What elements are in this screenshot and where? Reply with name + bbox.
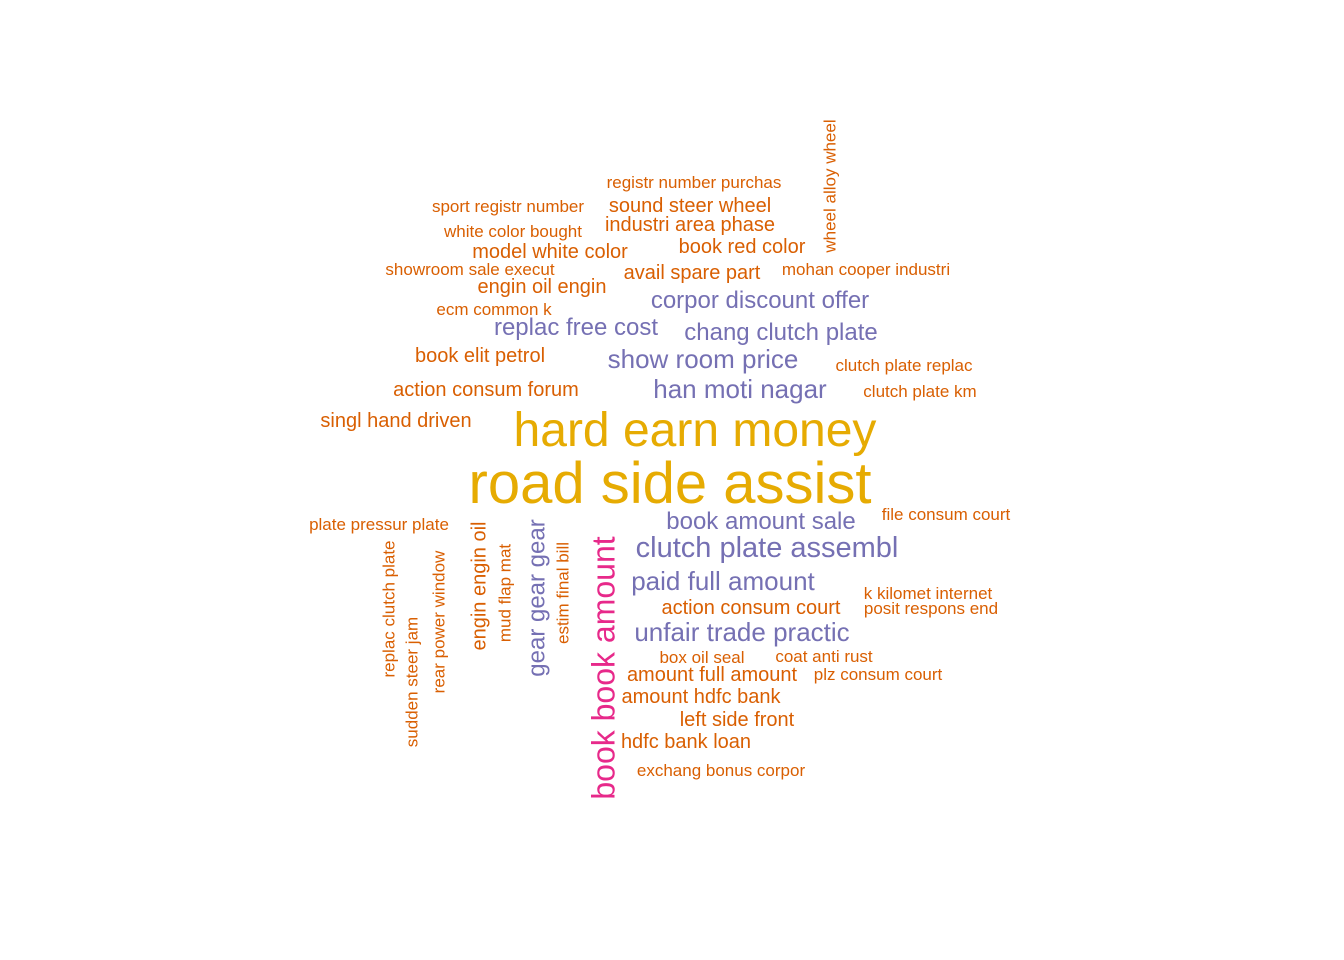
- word-file-consum-court: file consum court: [882, 505, 1011, 524]
- word-book-amount-sale: book amount sale: [666, 508, 855, 535]
- word-ecm-common-k: ecm common k: [436, 300, 552, 319]
- word-clutch-plate-km: clutch plate km: [863, 382, 976, 401]
- word-clutch-plate-assembl: clutch plate assembl: [636, 532, 899, 564]
- word-hdfc-bank-loan: hdfc bank loan: [621, 731, 751, 753]
- word-amount-full-amount: amount full amount: [627, 664, 798, 686]
- word-han-moti-nagar: han moti nagar: [653, 374, 827, 404]
- word-replac-free-cost: replac free cost: [494, 314, 658, 341]
- word-road-side-assist: road side assist: [469, 451, 872, 516]
- word-replac-clutch-plate: replac clutch plate: [379, 540, 398, 677]
- word-action-consum-court: action consum court: [662, 597, 841, 619]
- word-rear-power-window: rear power window: [429, 550, 448, 693]
- word-gear-gear-gear: gear gear gear: [523, 519, 550, 676]
- word-wheel-alloy-wheel: wheel alloy wheel: [820, 119, 839, 253]
- word-coat-anti-rust: coat anti rust: [775, 647, 873, 666]
- word-posit-respons-end: posit respons end: [864, 599, 998, 618]
- word-amount-hdfc-bank: amount hdfc bank: [622, 686, 782, 708]
- word-book-book-amount: book book amount: [585, 536, 621, 799]
- word-plate-pressur-plate: plate pressur plate: [309, 515, 449, 534]
- word-box-oil-seal: box oil seal: [659, 648, 744, 667]
- word-singl-hand-driven: singl hand driven: [320, 410, 471, 432]
- word-engin-oil-engin: engin oil engin: [478, 276, 607, 298]
- word-avail-spare-part: avail spare part: [624, 262, 761, 284]
- word-model-white-color: model white color: [472, 241, 628, 263]
- word-showroom-sale-execut: showroom sale execut: [385, 260, 554, 279]
- word-exchang-bonus-corpor: exchang bonus corpor: [637, 761, 806, 780]
- word-action-consum-forum: action consum forum: [393, 379, 579, 401]
- word-paid-full-amount: paid full amount: [631, 566, 815, 596]
- word-plz-consum-court: plz consum court: [814, 665, 943, 684]
- word-book-elit-petrol: book elit petrol: [415, 345, 545, 367]
- word-unfair-trade-practic: unfair trade practic: [634, 617, 849, 647]
- word-left-side-front: left side front: [680, 709, 795, 731]
- word-engin-engin-oil: engin engin oil: [468, 522, 490, 651]
- word-clutch-plate-replac: clutch plate replac: [835, 356, 973, 375]
- word-estim-final-bill: estim final bill: [553, 542, 572, 644]
- word-chang-clutch-plate: chang clutch plate: [684, 319, 877, 346]
- word-sport-registr-number: sport registr number: [432, 197, 584, 216]
- word-corpor-discount-offer: corpor discount offer: [651, 287, 869, 314]
- word-book-red-color: book red color: [679, 236, 806, 258]
- word-sound-steer-wheel: sound steer wheel: [609, 195, 771, 217]
- word-sudden-steer-jam: sudden steer jam: [402, 617, 421, 747]
- word-registr-number-purchas: registr number purchas: [607, 173, 782, 192]
- word-k-kilomet-internet: k kilomet internet: [864, 584, 993, 603]
- word-white-color-bought: white color bought: [443, 222, 582, 241]
- word-mud-flap-mat: mud flap mat: [495, 544, 514, 643]
- word-hard-earn-money: hard earn money: [514, 404, 877, 457]
- word-mohan-cooper-industri: mohan cooper industri: [782, 260, 950, 279]
- word-show-room-price: show room price: [608, 344, 799, 374]
- word-industri-area-phase: industri area phase: [605, 214, 775, 236]
